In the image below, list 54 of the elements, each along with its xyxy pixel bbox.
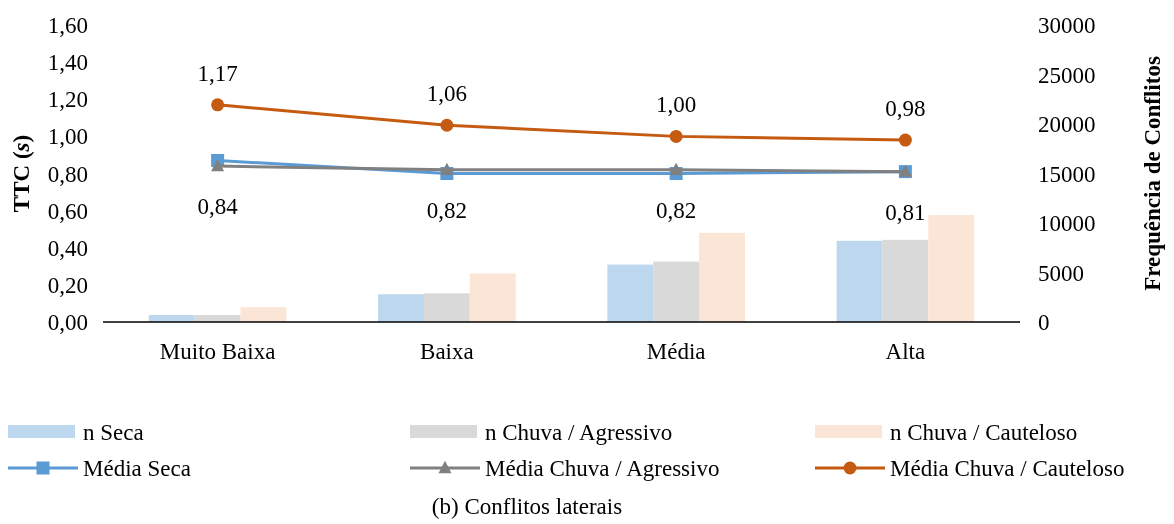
legend-label: Média Seca	[83, 456, 191, 481]
y2-tick-label: 25000	[1038, 62, 1096, 88]
point	[898, 133, 912, 147]
legend-label: Média Chuva / Agressivo	[485, 456, 720, 481]
bar	[836, 240, 883, 322]
text: (b) Conflitos laterais	[431, 494, 623, 519]
data-label: 1,17	[197, 60, 238, 86]
x-tick-label: Muito Baixa	[159, 339, 276, 364]
legend-label: n Chuva / Cauteloso	[890, 420, 1078, 445]
bar	[699, 232, 745, 322]
y-axis-title: TTC (s)	[9, 134, 34, 213]
bar	[378, 294, 424, 322]
point	[440, 162, 454, 175]
legend-label: n Chuva / Agressivo	[485, 420, 673, 445]
y-tick-label: 0,60	[47, 198, 88, 224]
bar	[607, 264, 654, 322]
y-tick-label: 1,20	[47, 87, 88, 113]
y2-tick-label: 15000	[1038, 161, 1096, 187]
y-tick-label: 0,20	[47, 272, 88, 298]
data-label: 0,82	[656, 197, 697, 223]
y2-tick-label: 10000	[1038, 211, 1096, 236]
bar	[240, 307, 287, 322]
point	[669, 129, 683, 143]
point	[669, 162, 683, 175]
y2-tick-label: 20000	[1038, 112, 1096, 137]
data-label: 1,06	[426, 81, 467, 107]
point	[211, 158, 225, 172]
y2-axis-title: Frequência de Conflitos	[1140, 56, 1165, 291]
y-tick-label: 0,80	[47, 161, 88, 187]
y2-tick-label: 5000	[1038, 260, 1084, 286]
y-tick-label: 0,40	[47, 235, 88, 261]
data-label: 0,81	[885, 199, 926, 225]
data-label: 0,98	[885, 96, 926, 122]
x-tick-label: Alta	[885, 339, 926, 364]
legend-label: n Seca	[83, 420, 144, 445]
x-tick-label: Baixa	[420, 339, 474, 364]
y-tick-label: 1,00	[47, 124, 88, 150]
data-label: 0,82	[426, 197, 467, 223]
x-tick-label: Média	[646, 339, 706, 364]
y2-tick-label: 30000	[1038, 13, 1096, 38]
bar	[882, 239, 929, 322]
bar	[469, 273, 516, 322]
y-tick-label: 0,00	[47, 310, 88, 335]
data-label: 0,84	[197, 194, 239, 220]
bar	[653, 261, 700, 322]
legend-label: Média Chuva / Cauteloso	[890, 456, 1125, 481]
y-tick-label: 1,60	[47, 13, 88, 38]
y2-tick-label: 0	[1038, 310, 1050, 335]
data-label: 1,00	[656, 92, 697, 118]
y-tick-label: 1,40	[47, 50, 88, 76]
bar	[423, 293, 470, 322]
point	[211, 98, 225, 112]
bar	[928, 215, 975, 322]
point	[440, 118, 454, 132]
